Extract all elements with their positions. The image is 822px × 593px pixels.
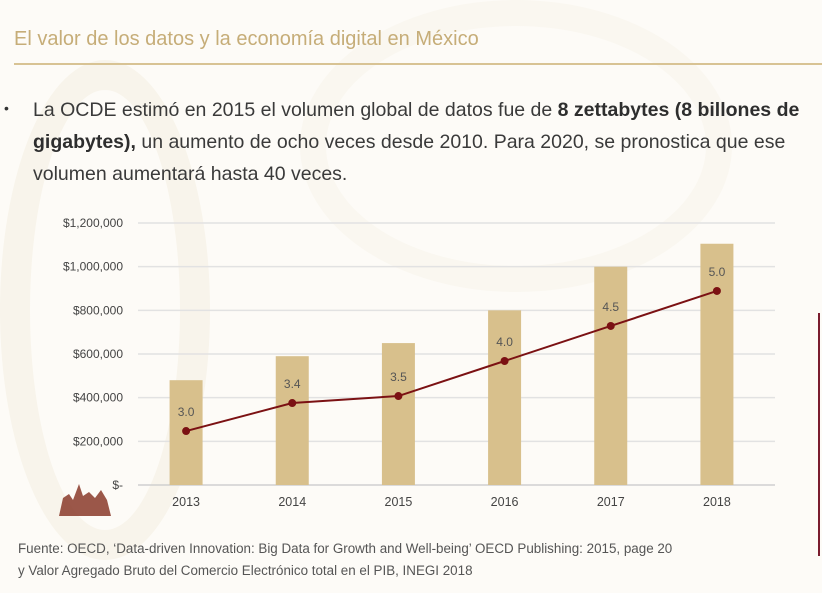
line-point — [394, 392, 403, 401]
slide-body-text: La OCDE estimó en 2015 el volumen global… — [33, 94, 808, 190]
bar — [381, 343, 415, 485]
line-point — [712, 286, 721, 295]
data-label: 3.5 — [390, 370, 407, 384]
line-point — [288, 399, 297, 408]
data-label: 3.0 — [178, 405, 195, 419]
data-label: 5.0 — [709, 265, 726, 279]
x-tick-label: 2017 — [597, 495, 625, 509]
body-bold: 8 zettabytes (8 billones de gigabytes), — [33, 99, 800, 153]
line-series — [185, 290, 718, 433]
bar — [275, 356, 309, 485]
body-part2: un aumento de ocho veces desde 2010. Par… — [33, 131, 786, 185]
source-note: Fuente: OECD, ‘Data-driven Innovation: B… — [18, 538, 814, 582]
line-point — [182, 427, 191, 436]
bar — [700, 243, 734, 485]
x-tick-label: 2018 — [703, 495, 731, 509]
data-label: 4.5 — [602, 300, 619, 314]
y-tick-label: $1,000,000 — [63, 260, 123, 274]
x-tick-label: 2014 — [278, 495, 306, 509]
y-tick-label: $400,000 — [73, 391, 123, 405]
source-line-2: y Valor Agregado Bruto del Comercio Elec… — [18, 563, 473, 578]
x-tick-label: 2016 — [491, 495, 519, 509]
bar — [488, 310, 522, 485]
y-tick-label: $600,000 — [73, 347, 123, 361]
data-label: 3.4 — [284, 377, 301, 391]
y-tick-label: $1,200,000 — [63, 216, 123, 230]
bullet-icon: • — [4, 100, 9, 116]
line-point — [606, 321, 615, 330]
y-tick-label: $- — [112, 478, 123, 492]
y-tick-label: $800,000 — [73, 303, 123, 317]
logo-icon — [59, 484, 111, 516]
accent-bar — [818, 313, 820, 556]
title-divider — [14, 63, 822, 65]
slide-title: El valor de los datos y la economía digi… — [14, 28, 479, 50]
y-tick-label: $200,000 — [73, 434, 123, 448]
bar — [594, 266, 628, 485]
x-tick-label: 2015 — [385, 495, 413, 509]
source-line-1: Fuente: OECD, ‘Data-driven Innovation: B… — [18, 541, 673, 556]
data-label: 4.0 — [496, 335, 513, 349]
x-tick-label: 2013 — [172, 495, 200, 509]
body-part1: La OCDE estimó en 2015 el volumen global… — [33, 99, 558, 121]
line-point — [500, 357, 509, 366]
